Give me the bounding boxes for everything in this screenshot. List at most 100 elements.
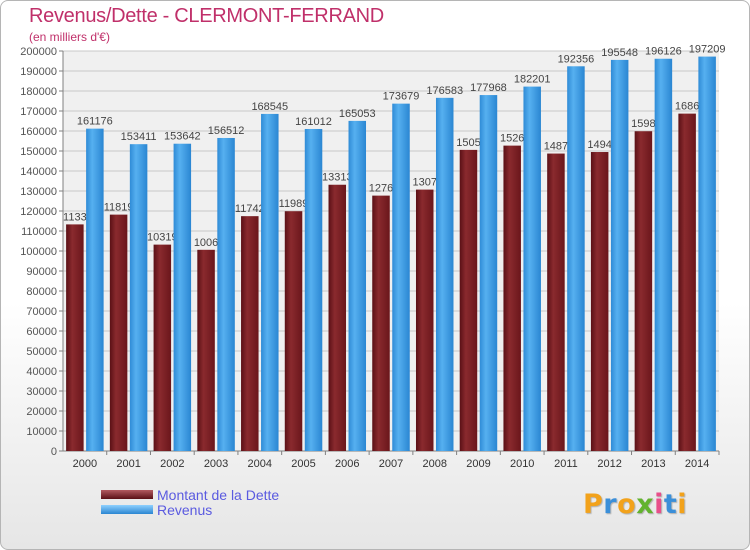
x-tick-label: 2011 — [554, 458, 578, 470]
bar-revenus — [348, 120, 367, 452]
data-label-dette: 1487 — [544, 141, 568, 153]
x-tick-label: 2013 — [641, 458, 665, 470]
bar-dette — [284, 211, 303, 451]
data-label-revenus: 161012 — [295, 116, 332, 128]
y-tick-label: 180000 — [20, 86, 57, 98]
y-tick-label: 170000 — [20, 106, 57, 118]
bar-dette — [328, 184, 347, 452]
x-tick-label: 2006 — [335, 458, 359, 470]
y-tick-label: 60000 — [26, 326, 57, 338]
data-label-dette: 1494 — [587, 139, 611, 151]
chart-subtitle: (en milliers d'€) — [29, 30, 110, 44]
bar-dette — [415, 189, 434, 451]
x-tick-label: 2004 — [248, 458, 272, 470]
y-tick-label: 110000 — [21, 226, 57, 238]
y-tick-label: 80000 — [26, 286, 57, 298]
y-tick-label: 130000 — [20, 186, 57, 198]
data-label-revenus: 168545 — [251, 101, 288, 113]
legend-swatch-dette — [101, 490, 153, 499]
bar-revenus — [435, 97, 454, 452]
x-tick-label: 2014 — [685, 458, 709, 470]
data-label-revenus: 176583 — [426, 85, 463, 97]
y-tick-label: 90000 — [26, 266, 57, 278]
y-tick-label: 30000 — [26, 386, 57, 398]
y-tick-label: 0 — [51, 446, 57, 458]
chart-title: Revenus/Dette - CLERMONT-FERRAND — [29, 5, 384, 27]
bar-revenus — [654, 58, 673, 452]
data-label-revenus: 195548 — [601, 47, 638, 59]
proxiti-logo: Proxiti — [583, 489, 688, 520]
bar-dette — [109, 214, 128, 451]
y-tick-label: 50000 — [26, 346, 57, 358]
y-tick-label: 100000 — [20, 246, 57, 258]
bar-dette — [153, 244, 172, 451]
data-label-dette: 11742 — [235, 203, 265, 215]
bar-dette — [634, 131, 653, 452]
data-label-revenus: 197209 — [689, 44, 726, 56]
data-label-dette: 10319 — [147, 232, 178, 244]
bar-dette — [241, 216, 259, 451]
data-label-revenus: 156512 — [208, 125, 245, 137]
bar-revenus — [567, 66, 585, 452]
y-tick-label: 200000 — [20, 46, 57, 58]
x-tick-label: 2009 — [466, 458, 490, 470]
x-tick-label: 2003 — [204, 458, 228, 470]
data-label-revenus: 153411 — [121, 131, 157, 143]
bar-dette — [590, 152, 609, 451]
data-label-dette: 1505 — [456, 137, 480, 149]
y-tick-label: 190000 — [20, 66, 57, 78]
y-tick-label: 150000 — [20, 146, 57, 158]
bar-revenus — [392, 103, 410, 451]
bar-revenus — [698, 56, 716, 451]
data-label-revenus: 182201 — [514, 74, 551, 86]
y-tick-label: 10000 — [26, 426, 57, 438]
bar-dette — [678, 113, 696, 452]
y-tick-label: 160000 — [20, 126, 57, 138]
y-tick-label: 70000 — [26, 306, 57, 318]
x-tick-label: 2002 — [160, 458, 184, 470]
legend-swatch-revenus — [101, 505, 153, 514]
data-label-dette: 1276 — [369, 183, 393, 195]
bar-dette — [503, 145, 521, 451]
bar-revenus — [86, 128, 104, 451]
bar-revenus — [523, 86, 541, 452]
x-tick-label: 2005 — [291, 458, 315, 470]
x-tick-label: 2010 — [510, 458, 534, 470]
x-tick-label: 2007 — [379, 458, 403, 470]
chart-legend: Montant de la Dette Revenus — [101, 486, 280, 518]
data-label-revenus: 161176 — [77, 116, 113, 128]
data-label-revenus: 192356 — [558, 53, 595, 65]
y-tick-label: 40000 — [26, 366, 57, 378]
bar-revenus — [261, 113, 279, 451]
bar-dette — [459, 149, 478, 451]
x-tick-label: 2000 — [73, 458, 97, 470]
bar-dette — [197, 249, 215, 451]
data-label-dette: 1686 — [675, 101, 699, 113]
x-tick-label: 2001 — [116, 458, 140, 470]
y-tick-label: 20000 — [26, 406, 57, 418]
data-label-revenus: 153642 — [164, 131, 201, 143]
data-label-dette: 11819 — [104, 202, 134, 214]
bar-revenus — [129, 144, 148, 452]
bar-revenus — [304, 128, 323, 451]
data-label-revenus: 173679 — [383, 91, 420, 103]
legend-item-dette: Montant de la Dette — [101, 486, 280, 503]
data-label-dette: 1006 — [194, 237, 218, 249]
bar-revenus — [173, 143, 192, 451]
data-label-dette: 1307 — [412, 177, 436, 189]
bar-dette — [66, 224, 84, 451]
bar-dette — [372, 195, 390, 451]
data-label-dette: 1598 — [631, 118, 655, 130]
bar-revenus — [610, 59, 629, 452]
data-label-dette: 13313 — [322, 172, 353, 184]
bar-dette — [547, 153, 565, 451]
legend-item-revenus: Revenus — [101, 502, 279, 518]
bar-revenus — [479, 95, 498, 452]
data-label-revenus: 177968 — [470, 82, 507, 94]
x-tick-label: 2008 — [422, 458, 446, 470]
bar-revenus — [217, 137, 235, 451]
legend-label-dette: Montant de la Dette — [157, 486, 280, 503]
x-tick-label: 2012 — [597, 458, 621, 470]
